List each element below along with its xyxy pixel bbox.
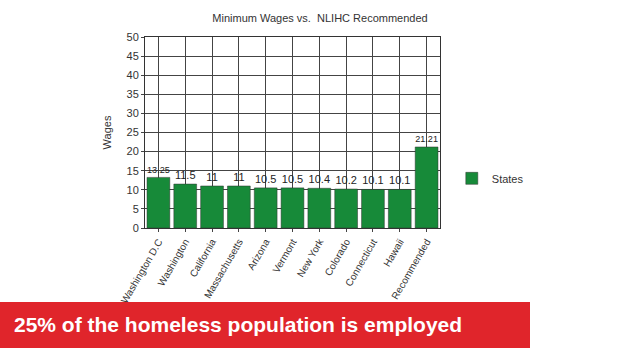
svg-text:10.1: 10.1 [389, 174, 410, 186]
svg-text:10.4: 10.4 [309, 173, 330, 185]
svg-text:Minimum Wages vs. NLIHC Recom: Minimum Wages vs. NLIHC Recommended [212, 12, 427, 24]
svg-text:45: 45 [127, 50, 139, 62]
html-text:25% of the homeless population: 25% of the homeless population is employ… [14, 313, 463, 336]
svg-text:10.2: 10.2 [335, 174, 356, 186]
svg-text:Recommended: Recommended [389, 237, 432, 301]
svg-text:40: 40 [127, 69, 139, 81]
svg-text:10: 10 [127, 184, 139, 196]
svg-text:15: 15 [127, 165, 139, 177]
svg-text:States: States [492, 173, 524, 185]
svg-text:5: 5 [133, 203, 139, 215]
svg-text:Massachusetts: Massachusetts [202, 237, 245, 300]
svg-text:11.5: 11.5 [175, 169, 196, 181]
svg-text:35: 35 [127, 88, 139, 100]
svg-text:Wages: Wages [101, 115, 113, 149]
svg-text:11: 11 [206, 171, 217, 183]
svg-text:13.25: 13.25 [147, 165, 170, 175]
svg-text:10.1: 10.1 [362, 174, 383, 186]
svg-text:30: 30 [127, 107, 139, 119]
svg-text:11: 11 [233, 171, 244, 183]
svg-text:California: California [187, 237, 218, 279]
svg-text:New York: New York [295, 236, 326, 279]
svg-text:20: 20 [127, 145, 139, 157]
svg-text:50: 50 [127, 31, 139, 43]
svg-text:21.21: 21.21 [415, 134, 438, 144]
svg-text:Vermont: Vermont [270, 237, 298, 275]
svg-text:Connecticut: Connecticut [343, 237, 379, 288]
svg-text:0: 0 [133, 222, 139, 234]
svg-text:10.5: 10.5 [282, 173, 303, 185]
svg-text:Hawaii: Hawaii [381, 237, 406, 268]
svg-text:Colorado: Colorado [322, 237, 352, 278]
svg-text:Arizona: Arizona [245, 237, 272, 272]
svg-text:Washington D.C: Washington D.C [119, 237, 165, 305]
svg-text:25: 25 [127, 126, 139, 138]
svg-text:10.5: 10.5 [255, 173, 276, 185]
svg-text:Washington: Washington [156, 237, 192, 288]
